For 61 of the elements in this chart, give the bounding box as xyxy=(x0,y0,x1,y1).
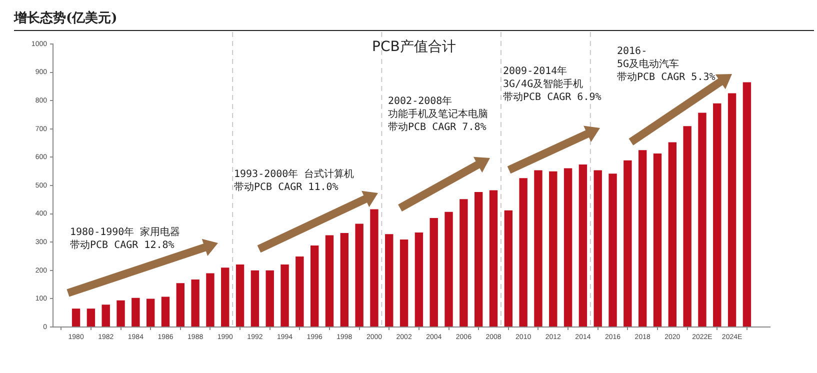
bar xyxy=(578,164,588,326)
bar xyxy=(549,171,558,326)
bar xyxy=(430,218,438,326)
bar xyxy=(250,270,260,326)
bar xyxy=(504,210,513,326)
bar xyxy=(206,273,214,326)
bar xyxy=(564,168,572,326)
bar xyxy=(221,268,230,326)
bar xyxy=(146,298,155,326)
bar xyxy=(116,300,125,326)
bar xyxy=(713,103,722,326)
bar xyxy=(86,308,96,326)
annotation: 带动PCB CAGR 12.8% xyxy=(70,239,174,252)
bar xyxy=(414,232,424,326)
bar xyxy=(191,279,200,326)
bar xyxy=(653,154,662,326)
bar xyxy=(683,126,692,326)
chart-title: 增长态势(亿美元) xyxy=(14,10,118,27)
bar xyxy=(668,142,677,326)
annotation: 带动PCB CAGR 7.8% xyxy=(388,121,486,134)
bar xyxy=(161,296,170,326)
bar xyxy=(638,150,647,326)
annotation: 1993-2000年 台式计算机 xyxy=(234,168,354,181)
annotation: 1980-1990年 家用电器 xyxy=(70,226,180,239)
bar xyxy=(325,235,334,326)
bar xyxy=(624,160,632,326)
annotation: 带动PCB CAGR 11.0% xyxy=(234,181,338,194)
annotation: 带动PCB CAGR 6.9% xyxy=(503,91,602,104)
bar xyxy=(280,264,289,326)
annotation: 3G/4G及智能手机 xyxy=(503,78,584,91)
annotation: 2016- xyxy=(617,45,648,58)
bar xyxy=(236,264,244,326)
bar xyxy=(310,245,319,326)
annotation: 带动PCB CAGR 5.3% xyxy=(617,71,716,84)
bar xyxy=(370,209,378,326)
chart-subtitle: PCB产值合计 xyxy=(372,38,456,56)
bar xyxy=(489,190,498,326)
bar xyxy=(444,212,453,326)
bar xyxy=(296,256,304,326)
bar xyxy=(742,82,752,326)
annotation: 2009-2014年 xyxy=(503,65,568,78)
bar xyxy=(519,178,528,326)
bar xyxy=(728,93,736,326)
bar xyxy=(355,224,364,326)
bar xyxy=(385,234,394,326)
bar xyxy=(608,174,617,326)
bar xyxy=(132,298,140,326)
annotation: 功能手机及笔记本电脑 xyxy=(388,108,488,121)
bar xyxy=(266,270,274,326)
bar xyxy=(102,304,110,326)
bar xyxy=(698,112,706,326)
bar xyxy=(400,240,408,326)
bar xyxy=(176,283,185,326)
bar xyxy=(594,170,602,326)
bar xyxy=(72,308,80,326)
bar xyxy=(534,170,542,326)
annotation: 2002-2008年 xyxy=(388,95,452,108)
bar xyxy=(340,233,349,326)
annotation: 5G及电动汽车 xyxy=(617,58,680,71)
bar xyxy=(460,199,468,326)
bar xyxy=(474,192,483,326)
